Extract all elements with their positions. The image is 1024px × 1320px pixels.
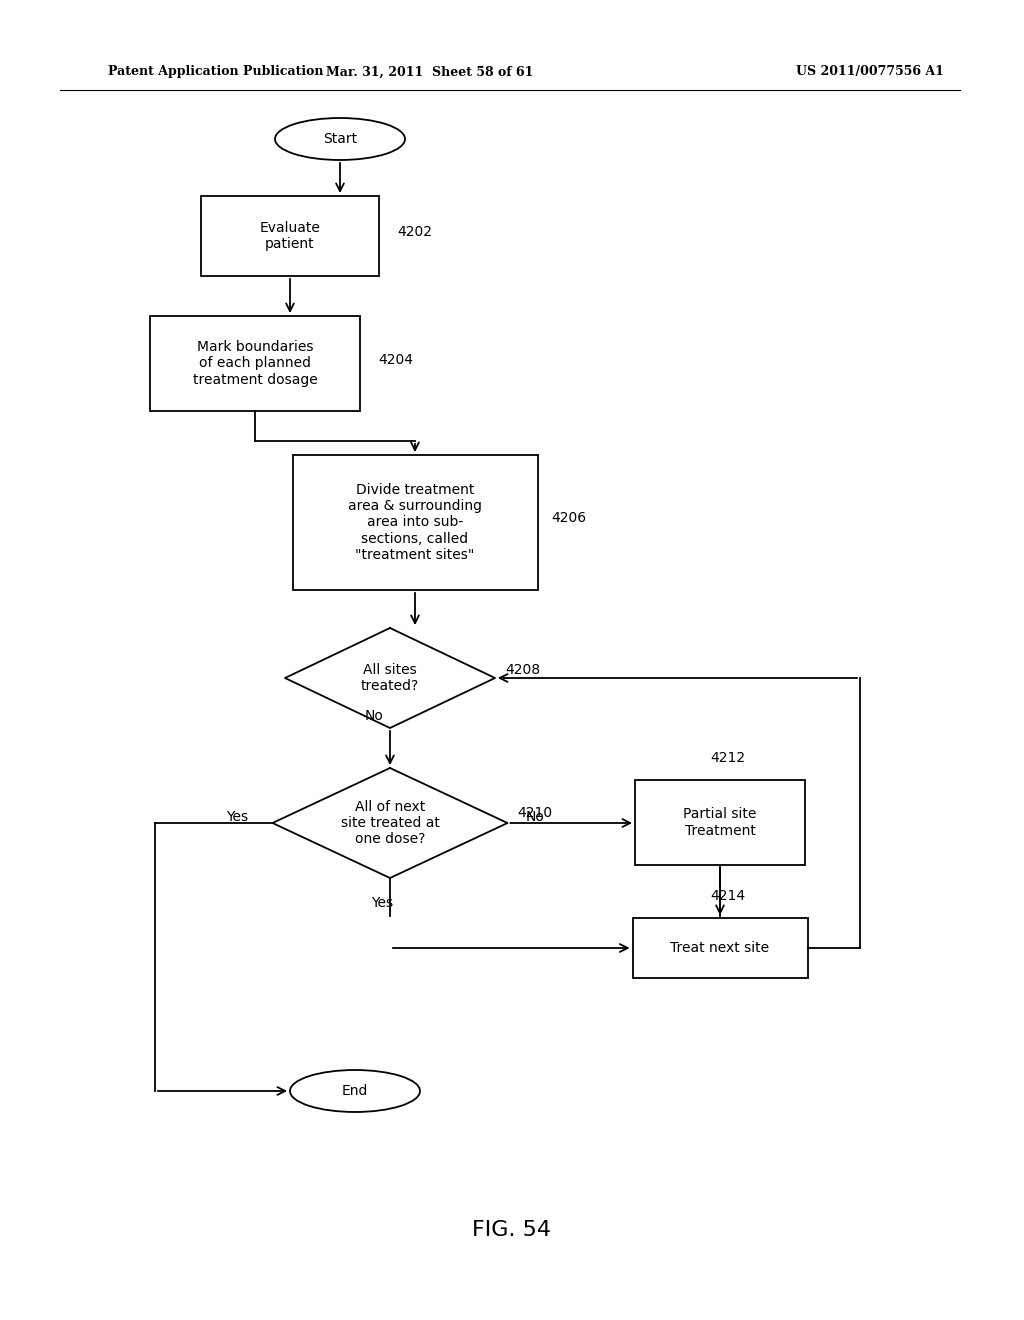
Text: US 2011/0077556 A1: US 2011/0077556 A1 — [796, 66, 944, 78]
Bar — [201, 195, 379, 276]
Text: Partial site
Treatment: Partial site Treatment — [683, 808, 757, 838]
Text: End: End — [342, 1084, 369, 1098]
Text: Yes: Yes — [371, 896, 393, 909]
Text: No: No — [365, 709, 383, 723]
Text: 4210: 4210 — [517, 807, 553, 820]
Bar — [293, 455, 538, 590]
Text: 4208: 4208 — [505, 663, 540, 677]
Text: FIG. 54: FIG. 54 — [472, 1220, 552, 1239]
Bar — [635, 780, 805, 865]
Text: No: No — [525, 810, 545, 824]
Text: Start: Start — [323, 132, 357, 147]
Text: 4204: 4204 — [378, 352, 413, 367]
Bar — [633, 917, 808, 978]
Text: Mar. 31, 2011  Sheet 58 of 61: Mar. 31, 2011 Sheet 58 of 61 — [327, 66, 534, 78]
Text: 4214: 4214 — [710, 888, 745, 903]
Text: All sites
treated?: All sites treated? — [360, 663, 419, 693]
Text: 4212: 4212 — [710, 751, 745, 766]
Text: Patent Application Publication: Patent Application Publication — [108, 66, 324, 78]
Text: Mark boundaries
of each planned
treatment dosage: Mark boundaries of each planned treatmen… — [193, 341, 317, 387]
Text: 4202: 4202 — [397, 224, 432, 239]
Text: Treat next site: Treat next site — [671, 941, 770, 954]
Text: 4206: 4206 — [552, 511, 587, 525]
Text: Evaluate
patient: Evaluate patient — [259, 220, 321, 251]
Text: Divide treatment
area & surrounding
area into sub-
sections, called
"treatment s: Divide treatment area & surrounding area… — [348, 483, 482, 562]
Bar — [150, 315, 360, 411]
Text: Yes: Yes — [226, 810, 249, 824]
Text: All of next
site treated at
one dose?: All of next site treated at one dose? — [341, 800, 439, 846]
